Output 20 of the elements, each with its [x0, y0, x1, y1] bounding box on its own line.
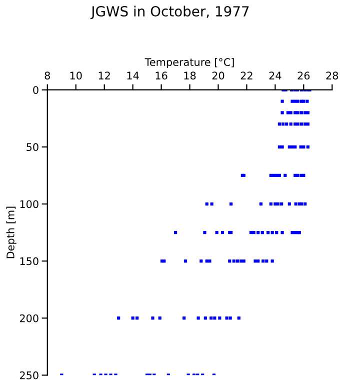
x-tick-label: 14: [127, 72, 139, 80]
x-tick-label: 16: [156, 72, 168, 80]
x-tick-label: 22: [240, 72, 252, 80]
x-axis-title: Temperature [°C]: [144, 58, 234, 68]
x-tick-label: 20: [212, 72, 224, 80]
y-axis-title: Depth [m]: [6, 206, 16, 258]
y-tick-label: 50: [26, 143, 38, 152]
chart-title: JGWS in October, 1977: [90, 6, 249, 20]
y-tick-label: 200: [20, 314, 38, 322]
y-tick-label: 250: [20, 371, 38, 380]
y-tick-label: 150: [20, 257, 38, 266]
y-tick-label: 100: [20, 200, 38, 208]
x-tick-label: 10: [70, 72, 82, 80]
x-tick-label: 28: [326, 72, 338, 80]
x-tick-label: 26: [298, 72, 310, 80]
y-tick-label: 0: [33, 86, 38, 94]
x-tick-label: 24: [269, 72, 282, 80]
x-tick-label: 8: [44, 72, 50, 80]
x-tick-label: 18: [184, 72, 196, 80]
x-tick-label: 12: [98, 72, 110, 80]
